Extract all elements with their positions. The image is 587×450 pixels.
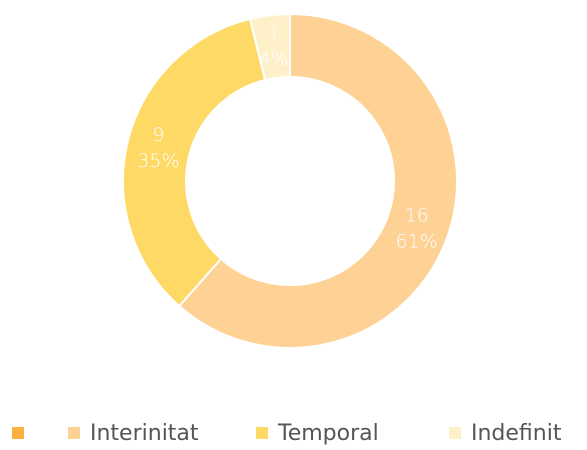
slice-percent: 61%: [396, 231, 438, 253]
slice-percent: 35%: [137, 150, 179, 172]
slice-percent: 4%: [259, 48, 289, 70]
legend-label: Interinitat: [90, 421, 199, 446]
donut-slice: [177, 12, 458, 349]
legend-swatch: [68, 427, 80, 439]
donut-slice: [248, 12, 291, 82]
legend-label: Indefinit: [471, 421, 562, 446]
legend-swatch: [256, 427, 268, 439]
slice-value: 9: [152, 124, 164, 146]
donut-slice: [122, 17, 267, 308]
legend-swatch: [12, 427, 24, 439]
slice-value: 1: [268, 22, 280, 44]
legend-label: Temporal: [277, 421, 379, 446]
legend-swatch: [449, 427, 461, 439]
slice-value: 16: [405, 205, 429, 227]
